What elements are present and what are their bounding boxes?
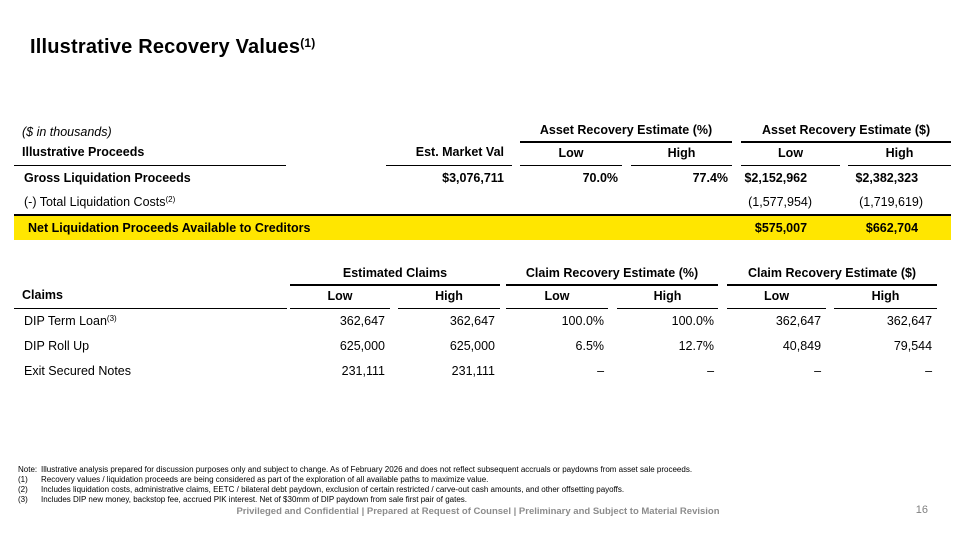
footnote-text: Includes DIP new money, backstop fee, ac… xyxy=(41,495,467,504)
group-header-asset-recovery-pct: Asset Recovery Estimate (%) xyxy=(520,121,733,143)
claims-column-header-row: Claims Low High Low High Low High xyxy=(14,285,938,309)
footnote-label: (1) xyxy=(18,475,28,484)
col-header-usd-low: Low xyxy=(741,142,841,166)
row-label: (-) Total Liquidation Costs(2) xyxy=(24,195,176,209)
cell-claim-high: 231,111 xyxy=(451,363,496,378)
row-label: Net Liquidation Proceeds Available to Cr… xyxy=(14,214,521,240)
cell-usd-low: 362,647 xyxy=(775,313,822,328)
table-row-exit-secured-notes: Exit Secured Notes 231,111 231,111 – – –… xyxy=(14,358,937,383)
footnote-text: Illustrative analysis prepared for discu… xyxy=(41,465,693,474)
row-label: Exit Secured Notes xyxy=(24,363,131,378)
table-row-gross-liquidation-proceeds: Gross Liquidation Proceeds $3,076,711 70… xyxy=(14,165,951,190)
cell-claim-low: 362,647 xyxy=(339,313,385,328)
units-label: ($ in thousands) xyxy=(22,124,112,139)
col-header-est-market-val: Est. Market Val xyxy=(386,142,512,166)
cell-usd-high: (1,719,619) xyxy=(859,195,924,209)
col-header-pct-high: High xyxy=(631,142,733,166)
col-header-usd-high: High xyxy=(848,142,952,166)
cell-usd-low: – xyxy=(814,363,822,378)
cell-pct-low: 6.5% xyxy=(575,338,605,353)
col-header-illustrative-proceeds: Illustrative Proceeds xyxy=(14,142,286,166)
group-header-claim-recovery-usd: Claim Recovery Estimate ($) xyxy=(727,264,938,286)
footnote-3: (3) Includes DIP new money, backstop fee… xyxy=(18,495,943,505)
cell-usd-low: (1,577,954) xyxy=(748,195,813,209)
page-title: Illustrative Recovery Values(1) xyxy=(30,36,315,59)
table-row-dip-term-loan: DIP Term Loan(3) 362,647 362,647 100.0% … xyxy=(14,308,937,333)
col-header-pct-high: High xyxy=(617,285,719,309)
footnote-note: Note: Illustrative analysis prepared for… xyxy=(18,465,943,475)
cell-usd-high: $2,382,323 xyxy=(855,170,919,185)
claims-group-header-row: Estimated Claims Claim Recovery Estimate… xyxy=(14,264,938,286)
cell-usd-high: 79,544 xyxy=(893,338,933,353)
col-header-pct-low: Low xyxy=(520,142,623,166)
col-header-usd-low: Low xyxy=(727,285,827,309)
footnote-1: (1) Recovery values / liquidation procee… xyxy=(18,475,943,485)
cell-claim-high: 625,000 xyxy=(449,338,496,353)
row-label: Gross Liquidation Proceeds xyxy=(24,170,191,185)
proceeds-column-header-row: Illustrative Proceeds Est. Market Val Lo… xyxy=(14,142,952,166)
footnote-label: Note: xyxy=(18,465,38,474)
cell-pct-low: 70.0% xyxy=(582,170,619,185)
group-header-estimated-claims: Estimated Claims xyxy=(290,264,501,286)
cell-pct-high: 12.7% xyxy=(678,338,715,353)
proceeds-group-header-row: ($ in thousands) Asset Recovery Estimate… xyxy=(14,121,952,143)
footnote-text: Recovery values / liquidation proceeds a… xyxy=(41,475,489,484)
col-header-claims: Claims xyxy=(14,285,287,309)
footnote-marker: (3) xyxy=(106,313,117,323)
footnote-label: (2) xyxy=(18,485,28,494)
cell-claim-low: 625,000 xyxy=(339,338,385,353)
cell-pct-high: – xyxy=(707,363,715,378)
claims-table: Estimated Claims Claim Recovery Estimate… xyxy=(14,264,938,383)
page-number: 16 xyxy=(915,504,928,516)
cell-usd-low: $2,152,962 xyxy=(744,170,808,185)
cell-market-val: $3,076,711 xyxy=(442,170,504,185)
confidentiality-footer: Privileged and Confidential | Prepared a… xyxy=(236,506,720,517)
col-header-usd-high: High xyxy=(834,285,938,309)
cell-pct-low: – xyxy=(597,363,605,378)
cell-usd-high: – xyxy=(925,363,933,378)
row-label: DIP Term Loan(3) xyxy=(24,313,117,328)
row-label: DIP Roll Up xyxy=(24,338,90,353)
cell-pct-low: 100.0% xyxy=(561,313,605,328)
proceeds-table: ($ in thousands) Asset Recovery Estimate… xyxy=(14,121,952,240)
title-footnote-marker: (1) xyxy=(300,36,316,50)
cell-pct-high: 77.4% xyxy=(692,170,729,185)
table-row-dip-roll-up: DIP Roll Up 625,000 625,000 6.5% 12.7% 4… xyxy=(14,333,937,358)
cell-claim-low: 231,111 xyxy=(341,363,385,378)
table-row-total-liquidation-costs: (-) Total Liquidation Costs(2) (1,577,95… xyxy=(14,190,951,215)
footnote-marker: (2) xyxy=(165,195,176,204)
col-header-pct-low: Low xyxy=(506,285,609,309)
cell-usd-low: $575,007 xyxy=(741,214,841,240)
cell-usd-high: $662,704 xyxy=(848,214,952,240)
footnote-label: (3) xyxy=(18,495,28,504)
cell-usd-high: 362,647 xyxy=(886,313,933,328)
cell-claim-high: 362,647 xyxy=(449,313,496,328)
group-header-asset-recovery-usd: Asset Recovery Estimate ($) xyxy=(741,121,952,143)
page-title-text: Illustrative Recovery Values xyxy=(30,36,301,58)
footnote-text: Includes liquidation costs, administrati… xyxy=(41,485,625,494)
cell-usd-low: 40,849 xyxy=(782,338,822,353)
col-header-claims-high: High xyxy=(398,285,501,309)
cell-pct-high: 100.0% xyxy=(671,313,715,328)
group-header-claim-recovery-pct: Claim Recovery Estimate (%) xyxy=(506,264,719,286)
table-row-net-liquidation-proceeds: Net Liquidation Proceeds Available to Cr… xyxy=(14,214,952,240)
footnotes: Note: Illustrative analysis prepared for… xyxy=(18,465,943,505)
footnote-2: (2) Includes liquidation costs, administ… xyxy=(18,485,943,495)
col-header-claims-low: Low xyxy=(290,285,390,309)
